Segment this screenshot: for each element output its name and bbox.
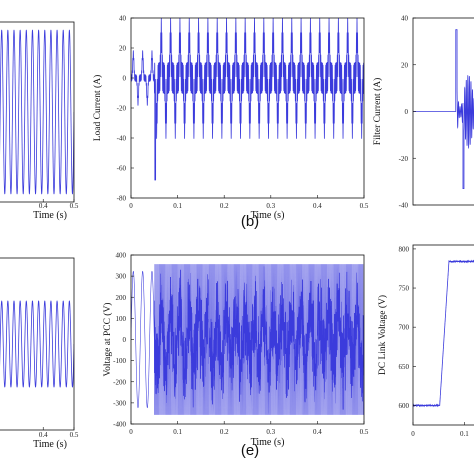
plot-frame-f [412, 244, 474, 426]
x-tick-label: 0.2 [220, 428, 229, 436]
y-tick-label: -80 [117, 195, 127, 203]
x-tick-label: 0.3 [266, 202, 275, 210]
x-tick-label: 0 [129, 202, 133, 210]
y-tick-label: 200 [116, 294, 127, 302]
x-tick-label: 0.1 [173, 202, 182, 210]
x-tick-label: 0.5 [70, 202, 79, 210]
y-tick-label: 0 [123, 75, 127, 83]
y-axis-label: Voltage at PCC (V) [102, 303, 113, 377]
x-axis-label: Time (s) [251, 210, 285, 221]
series-line-f [413, 259, 474, 408]
x-axis-label: Time (s) [33, 210, 67, 221]
panel-f: 800 750 700 650 600 0 0.1 DC Link Voltage (V) [377, 244, 474, 438]
x-tick-label: 0.4 [39, 202, 48, 210]
y-tick-label: 300 [116, 273, 127, 281]
y-tick-label: 750 [399, 285, 410, 293]
panel-c: 40 20 0 -20 -40 Filter Current (A) [372, 15, 474, 210]
x-tick-label: 0.2 [220, 202, 229, 210]
x-tick-label: 0.4 [39, 431, 48, 439]
x-axis-label: Time (s) [251, 437, 285, 448]
y-tick-label: 650 [399, 363, 410, 371]
y-tick-label: -100 [113, 357, 126, 365]
y-tick-label: -300 [113, 399, 126, 407]
panel-label: (b) [241, 213, 259, 230]
y-tick-label: -40 [117, 135, 127, 143]
x-tick-label: 0.5 [360, 428, 369, 436]
series-line-b [131, 18, 364, 181]
x-tick-label: 0 [129, 428, 133, 436]
y-tick-label: 600 [399, 402, 410, 410]
y-tick-label: 20 [119, 45, 127, 53]
y-tick-label: 400 [116, 252, 127, 260]
y-tick-label: 700 [399, 324, 410, 332]
panel-label: (e) [241, 442, 259, 459]
y-axis-label: DC Link Voltage (V) [377, 295, 388, 375]
y-tick-label: 800 [399, 245, 410, 253]
y-tick-label: -200 [113, 378, 126, 386]
x-axis-label: Time (s) [33, 439, 67, 450]
x-tick-label: 0.4 [313, 202, 322, 210]
x-tick-label: 0 [411, 430, 415, 438]
y-tick-label: 0 [405, 108, 409, 116]
y-tick-label: -60 [117, 165, 127, 173]
y-tick-label: -20 [399, 155, 409, 163]
y-tick-label: 40 [401, 15, 409, 23]
plot-frame-d [0, 257, 75, 431]
x-tick-label: 0.4 [313, 428, 322, 436]
x-tick-label: 0.1 [460, 430, 469, 438]
y-tick-label: -20 [117, 105, 127, 113]
series-line-e [131, 264, 364, 415]
x-tick-label: 0.1 [173, 428, 182, 436]
plot-frame-a [0, 21, 75, 203]
y-axis-label: Load Current (A) [92, 75, 103, 141]
y-tick-label: 20 [401, 61, 409, 69]
y-tick-label: -400 [113, 421, 126, 429]
y-axis-label: Filter Current (A) [372, 78, 383, 146]
x-tick-label: 0.3 [266, 428, 275, 436]
y-tick-label: 40 [119, 15, 127, 23]
y-tick-label: -40 [399, 202, 409, 210]
y-tick-label: 0 [123, 336, 127, 344]
x-tick-label: 0.5 [360, 202, 369, 210]
series-line-a [0, 29, 74, 195]
series-line-c [413, 29, 474, 190]
series-line-d [0, 300, 74, 388]
y-tick-label: 100 [116, 315, 127, 323]
x-tick-label: 0.5 [70, 431, 79, 439]
